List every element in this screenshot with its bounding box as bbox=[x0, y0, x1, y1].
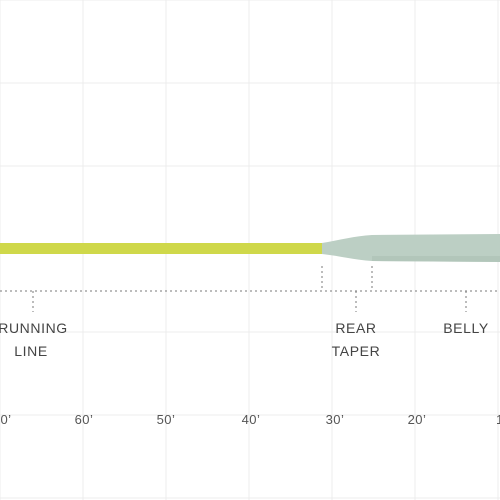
scale-label-30: 30’ bbox=[326, 412, 345, 427]
section-guides bbox=[321, 266, 373, 291]
running-line-bar bbox=[0, 243, 324, 254]
scale-label-60: 60’ bbox=[75, 412, 94, 427]
running-line-label-line1: RUNNING bbox=[0, 320, 68, 336]
rear-taper-label-line2: TAPER bbox=[332, 343, 381, 359]
scale-label-10: 10 bbox=[496, 412, 500, 427]
rear-taper-label-line1: REAR bbox=[335, 320, 376, 336]
scale-label-40: 40’ bbox=[242, 412, 261, 427]
belly-label: BELLY bbox=[443, 320, 489, 336]
line-head-shape bbox=[322, 234, 500, 262]
scale-label-50: 50’ bbox=[157, 412, 176, 427]
section-markers bbox=[32, 291, 467, 312]
distance-scale: 0’ 60’ 50’ 40’ 30’ 20’ 10 bbox=[0, 412, 500, 427]
scale-label-70: 0’ bbox=[0, 412, 11, 427]
scale-label-20: 20’ bbox=[408, 412, 427, 427]
running-line-label-line2: LINE bbox=[14, 343, 48, 359]
line-head-shadow bbox=[372, 256, 500, 262]
